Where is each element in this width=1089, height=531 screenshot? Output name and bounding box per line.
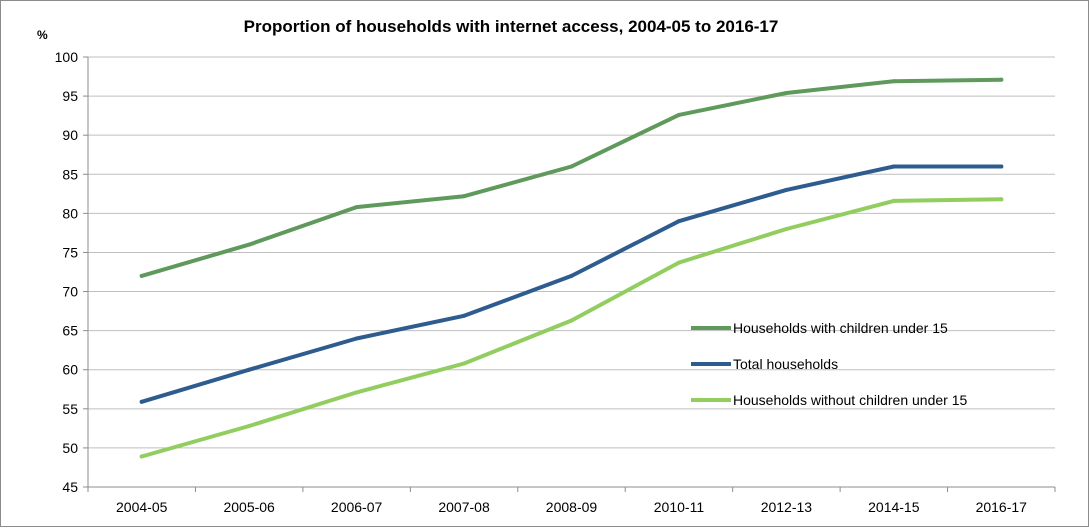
y-tick-label: 55	[62, 401, 78, 417]
x-tick-label: 2010-11	[654, 499, 705, 515]
x-tick-labels: 2004-05 2005-06 2006-07 2007-08 2008-09 2010-…	[116, 499, 1027, 515]
y-tick-label: 75	[62, 244, 78, 260]
series-line-total-households	[139, 164, 1004, 404]
gridlines	[88, 56, 1055, 449]
y-tick-label: 45	[62, 479, 78, 495]
data-point	[784, 187, 789, 192]
y-tick-label: 80	[62, 205, 78, 221]
y-tick-label: 60	[62, 362, 78, 378]
data-point	[462, 361, 467, 366]
data-point	[891, 79, 896, 84]
y-tick-label: 70	[62, 284, 78, 300]
data-point	[354, 390, 359, 395]
series-line-households-with-children-under-15	[139, 77, 1004, 278]
y-tick-label: 90	[62, 127, 78, 143]
data-point	[784, 90, 789, 95]
data-point	[139, 273, 144, 278]
data-point	[569, 273, 574, 278]
x-tick-label: 2012-13	[761, 499, 813, 515]
chart-title: Proportion of households with internet a…	[244, 17, 779, 36]
legend-label: Households without children under 15	[733, 392, 967, 408]
data-point	[139, 454, 144, 459]
data-point	[891, 198, 896, 203]
data-point	[676, 219, 681, 224]
y-tick-label: 100	[55, 49, 79, 65]
x-tick-label: 2007-08	[438, 499, 490, 515]
x-tick-label: 2004-05	[116, 499, 168, 515]
x-tick-label: 2005-06	[223, 499, 275, 515]
data-point	[999, 164, 1004, 169]
legend-label: Households with children under 15	[733, 320, 948, 336]
y-tick-label: 95	[62, 88, 78, 104]
x-tick-label: 2008-09	[546, 499, 598, 515]
x-tick-label: 2014-15	[868, 499, 920, 515]
y-tick-label: 50	[62, 440, 78, 456]
data-point	[784, 227, 789, 231]
series-lines	[139, 77, 1004, 459]
y-unit-label: %	[37, 28, 48, 42]
data-point	[354, 205, 359, 210]
axes	[83, 56, 1056, 492]
data-point	[999, 197, 1004, 202]
legend-label: Total households	[733, 356, 838, 372]
y-tick-label: 65	[62, 323, 78, 339]
y-tick-labels: 45 50 55 60 65 70 75 80 85 90 95 100	[55, 49, 79, 495]
legend: Households with children under 15 Total h…	[691, 320, 967, 408]
x-tick-label: 2016-17	[976, 499, 1028, 515]
data-point	[569, 164, 574, 169]
data-point	[569, 318, 574, 323]
data-point	[247, 367, 252, 372]
data-point	[999, 77, 1004, 82]
data-point	[891, 164, 896, 169]
data-point	[676, 260, 681, 265]
data-point	[247, 424, 252, 429]
data-point	[462, 194, 467, 199]
data-point	[139, 399, 144, 404]
y-tick-label: 85	[62, 166, 78, 182]
data-point	[462, 313, 467, 318]
data-point	[247, 242, 252, 247]
data-point	[354, 336, 359, 341]
data-point	[676, 112, 681, 117]
x-tick-label: 2006-07	[331, 499, 383, 515]
